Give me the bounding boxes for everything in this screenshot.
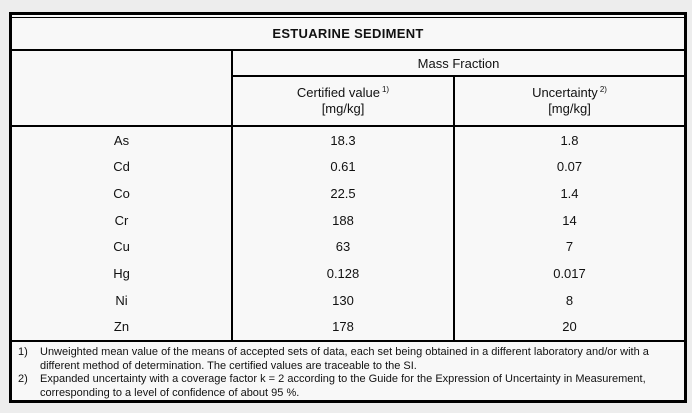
corner-cell-empty: [12, 51, 233, 125]
table-row-zn: Zn 178 20: [12, 313, 684, 340]
footnotes-section: 1) Unweighted mean value of the means of…: [12, 340, 684, 400]
uncertainty-unit: [mg/kg]: [548, 101, 591, 116]
uncertainty-value: 1.4: [560, 186, 579, 202]
top-inner-rule: [12, 17, 684, 18]
table-body: As 18.3 1.8 Cd 0.61 0.07 Co 22.5 1.4 Cr …: [12, 127, 684, 340]
certified-value: 130: [233, 286, 455, 314]
footnote-1-text: Unweighted mean value of the means of ac…: [40, 346, 649, 372]
table-header: Mass Fraction Certified value 1) [mg/kg] …: [12, 51, 684, 127]
column-header-certified-value: Certified value 1) [mg/kg]: [233, 77, 455, 125]
mass-fraction-group: Mass Fraction Certified value 1) [mg/kg] …: [233, 51, 684, 125]
element-symbol: Cr: [12, 206, 233, 234]
table-row-hg: Hg 0.128 0.017: [12, 260, 684, 287]
uncertainty-value: 7: [565, 239, 574, 255]
table-row-co: Co 22.5 1.4: [12, 180, 684, 207]
uncertainty-value: 20: [562, 319, 577, 335]
footnote-ref-1-marker: 1): [381, 84, 390, 94]
footnote-2: 2) Expanded uncertainty with a coverage …: [16, 373, 676, 400]
certified-value: 63: [233, 233, 455, 261]
footnote-2-text: Expanded uncertainty with a coverage fac…: [40, 373, 646, 399]
uncertainty-value: 0.017: [553, 265, 586, 281]
uncertainty-value: 1.8: [560, 132, 579, 148]
element-symbol: Co: [12, 180, 233, 207]
certified-value-label: Certified value 1): [296, 84, 390, 100]
table-row-ni: Ni 130 8: [12, 286, 684, 314]
table-row-cd: Cd 0.61 0.07: [12, 153, 684, 181]
footnote-1-ref: 1): [18, 346, 28, 358]
element-symbol: Hg: [12, 260, 233, 287]
element-symbol: Cu: [12, 233, 233, 261]
certified-value-unit: [mg/kg]: [321, 101, 365, 116]
element-symbol: Zn: [12, 313, 233, 340]
table-row-as: As 18.3 1.8: [12, 127, 684, 154]
certified-value: 18.3: [233, 127, 455, 154]
table-row-cr: Cr 188 14: [12, 206, 684, 234]
element-symbol: Cd: [12, 153, 233, 181]
certified-value: 0.61: [233, 153, 455, 181]
certified-value: 0.128: [233, 260, 455, 287]
uncertainty-value: 8: [565, 292, 574, 308]
certified-value: 22.5: [233, 180, 455, 207]
element-symbol: As: [12, 127, 233, 154]
table-title: ESTUARINE SEDIMENT: [12, 18, 684, 51]
footnote-ref-2-marker: 2): [599, 84, 607, 94]
certified-value: 188: [233, 206, 455, 234]
column-subheaders: Certified value 1) [mg/kg] Uncertainty 2) …: [233, 77, 684, 125]
uncertainty-value: 14: [562, 212, 577, 228]
footnote-1: 1) Unweighted mean value of the means of…: [16, 346, 676, 373]
group-header-mass-fraction: Mass Fraction: [233, 51, 684, 77]
column-header-uncertainty: Uncertainty 2) [mg/kg]: [455, 77, 684, 125]
uncertainty-value: 0.07: [556, 159, 583, 175]
table-row-cu: Cu 63 7: [12, 233, 684, 261]
certificate-table: ESTUARINE SEDIMENT Mass Fraction Certifi…: [9, 12, 687, 403]
certified-value: 178: [233, 313, 455, 340]
element-symbol: Ni: [12, 286, 233, 314]
uncertainty-label: Uncertainty 2): [532, 84, 607, 100]
footnote-2-ref: 2): [18, 373, 28, 385]
